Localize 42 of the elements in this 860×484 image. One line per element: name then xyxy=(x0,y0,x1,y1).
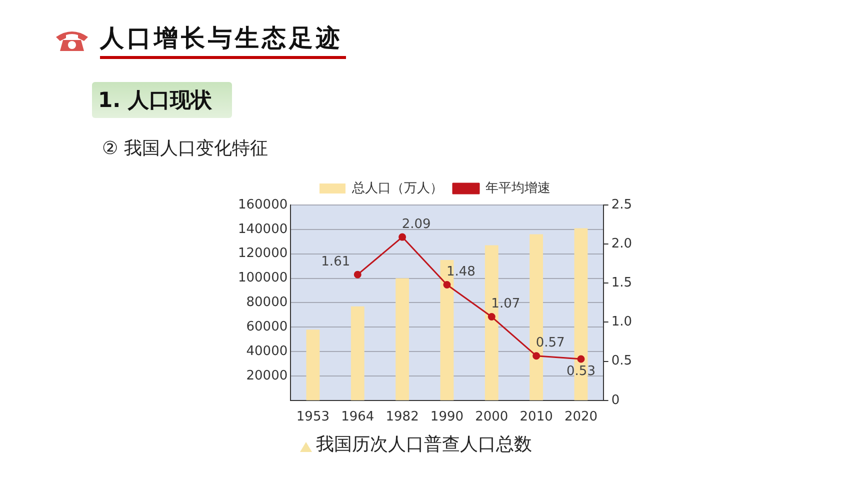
point xyxy=(577,355,585,363)
y2-tick-label: 0 xyxy=(611,392,620,408)
x-tick-label: 2020 xyxy=(564,410,598,425)
data-label: 1.61 xyxy=(321,254,350,270)
data-label: 0.57 xyxy=(536,336,565,351)
y2-tick-label: 0.5 xyxy=(611,354,632,369)
x-tick-label: 1990 xyxy=(430,410,464,425)
bar xyxy=(350,306,364,400)
legend-label: 总人口（万人） xyxy=(351,180,443,196)
y2-tick-label: 1.0 xyxy=(611,314,632,330)
y2-tick-label: 2.0 xyxy=(611,236,632,252)
y2-tick-label: 2.5 xyxy=(611,197,632,212)
y-tick-label: 80000 xyxy=(246,295,288,310)
data-label: 0.53 xyxy=(566,364,596,379)
point xyxy=(354,270,362,278)
x-tick-label: 2010 xyxy=(520,410,553,425)
legend-label: 年平均增速 xyxy=(486,180,550,196)
point xyxy=(488,313,496,321)
text: 1. 人口现状 xyxy=(92,82,232,118)
y2-tick-label: 1.5 xyxy=(611,276,632,291)
y-tick-label: 100000 xyxy=(238,270,288,286)
y-tick-label: 40000 xyxy=(246,344,288,359)
x-tick-label: 1964 xyxy=(341,410,374,425)
text: 我国历次人口普查人口总数 xyxy=(316,433,532,456)
x-tick-label: 2000 xyxy=(475,410,508,425)
point xyxy=(443,280,451,288)
y-tick-label: 140000 xyxy=(238,222,288,237)
y-tick-label: 60000 xyxy=(246,320,288,334)
x-tick-label: 1953 xyxy=(296,410,330,425)
bar xyxy=(396,278,410,400)
data-label: 1.07 xyxy=(491,296,520,312)
y-tick-label: 120000 xyxy=(238,246,288,262)
bar xyxy=(306,330,320,400)
y-tick-label: 20000 xyxy=(246,368,288,384)
point xyxy=(398,233,406,241)
text: ② 我国人口变化特征 xyxy=(102,137,268,160)
data-label: 1.48 xyxy=(446,264,476,280)
x-tick-label: 1982 xyxy=(386,410,419,425)
data-label: 2.09 xyxy=(402,216,431,232)
y-tick-label: 160000 xyxy=(238,197,288,212)
point xyxy=(532,352,540,360)
chart-title: 人口增长与生态足迹 xyxy=(100,23,343,54)
